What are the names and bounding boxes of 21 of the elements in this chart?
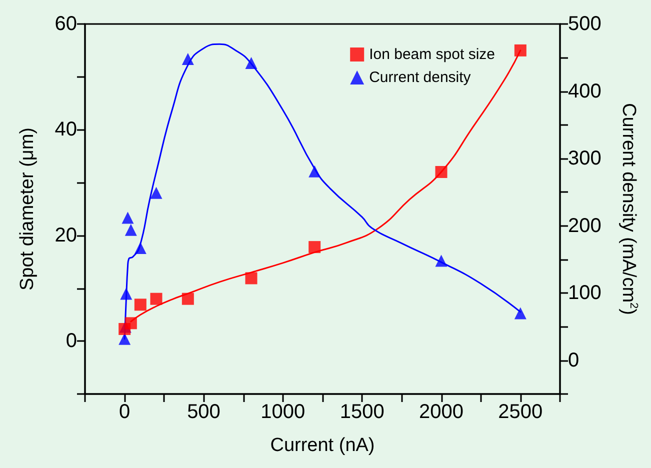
legend-label: Current density: [369, 69, 472, 86]
y2-tick-label: 500: [568, 13, 602, 35]
y2-axis-title: Current density (mA/cm2): [618, 103, 640, 315]
x-tick-label: 2500: [498, 401, 543, 423]
x-tick-label: 500: [187, 401, 220, 423]
y2-tick-label: 100: [568, 282, 602, 304]
x-tick-label: 1000: [260, 401, 306, 423]
y-tick-label: 20: [54, 224, 77, 246]
x-tick-label: 0: [119, 401, 130, 423]
y2-tick-label: 300: [568, 148, 602, 170]
y2-tick-label: 200: [568, 214, 602, 237]
x-axis-title: Current (nA): [270, 435, 375, 456]
y-tick-label: 0: [66, 330, 77, 352]
y-tick-label: 60: [54, 13, 77, 35]
y-tick-label: 40: [54, 118, 77, 141]
x-tick-label: 2000: [419, 401, 464, 423]
y2-tick-label: 0: [568, 349, 580, 372]
y2-tick-label: 400: [568, 80, 602, 102]
legend-label: Ion beam spot size: [369, 46, 496, 63]
x-tick-label: 1500: [340, 401, 384, 423]
y-axis-title: Spot diameter (μm): [17, 128, 38, 290]
